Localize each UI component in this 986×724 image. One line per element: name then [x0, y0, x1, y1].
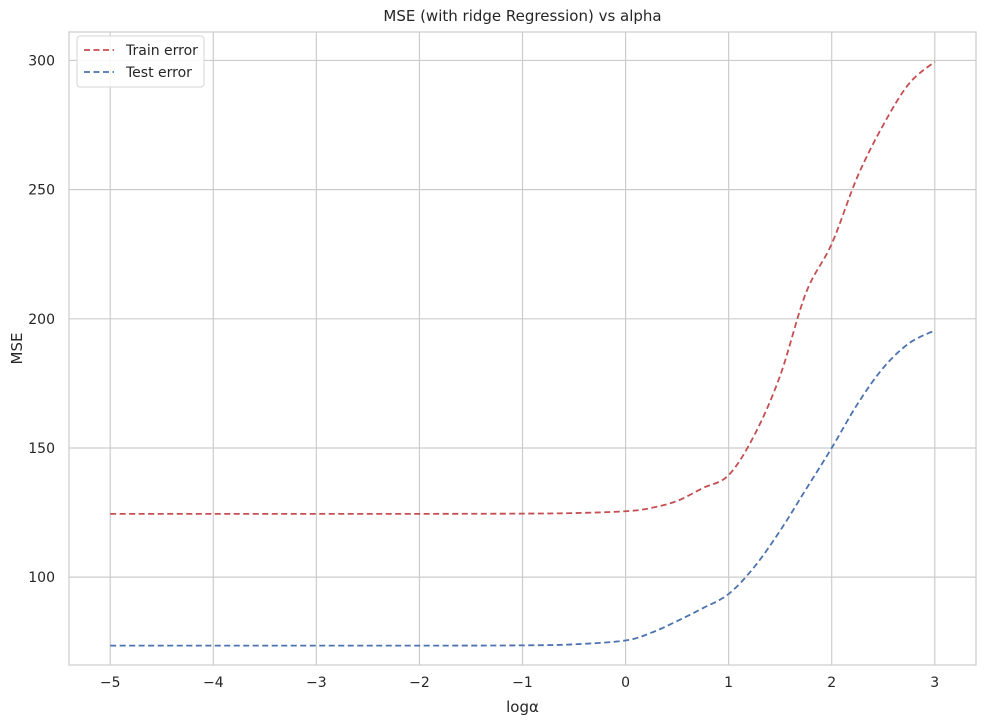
x-tick-label: 2 — [827, 675, 836, 691]
x-tick-label: −4 — [203, 675, 224, 691]
y-tick-label: 200 — [28, 312, 55, 328]
x-tick-label: −2 — [409, 675, 430, 691]
legend: Train error Test error — [76, 35, 205, 88]
legend-label-test: Test error — [125, 65, 192, 81]
series-line-train-error — [110, 61, 936, 515]
legend-label-train: Train error — [125, 43, 198, 59]
x-tick-label: 3 — [930, 675, 939, 691]
plot-frame — [68, 31, 977, 666]
y-tick-label: 300 — [28, 53, 55, 69]
x-tick-label: −5 — [100, 675, 121, 691]
chart-title: MSE (with ridge Regression) vs alpha — [383, 7, 661, 25]
legend-box — [76, 35, 205, 88]
x-tick-labels: −5 −4 −3 −2 −1 0 1 2 3 — [100, 675, 939, 691]
series-line-test-error — [110, 329, 936, 647]
y-gridlines — [69, 59, 976, 578]
x-axis-label: logα — [506, 698, 539, 716]
x-gridlines — [109, 32, 936, 665]
y-tick-label: 150 — [28, 441, 55, 457]
series-layer — [110, 61, 936, 647]
x-tick-label: 0 — [621, 675, 630, 691]
y-tick-label: 250 — [28, 183, 55, 199]
x-tick-label: −3 — [306, 675, 327, 691]
y-axis-label: MSE — [8, 333, 26, 365]
y-tick-labels: 100 150 200 250 300 — [28, 53, 55, 586]
x-tick-label: −1 — [512, 675, 533, 691]
x-tick-label: 1 — [724, 675, 733, 691]
y-tick-label: 100 — [28, 570, 55, 586]
